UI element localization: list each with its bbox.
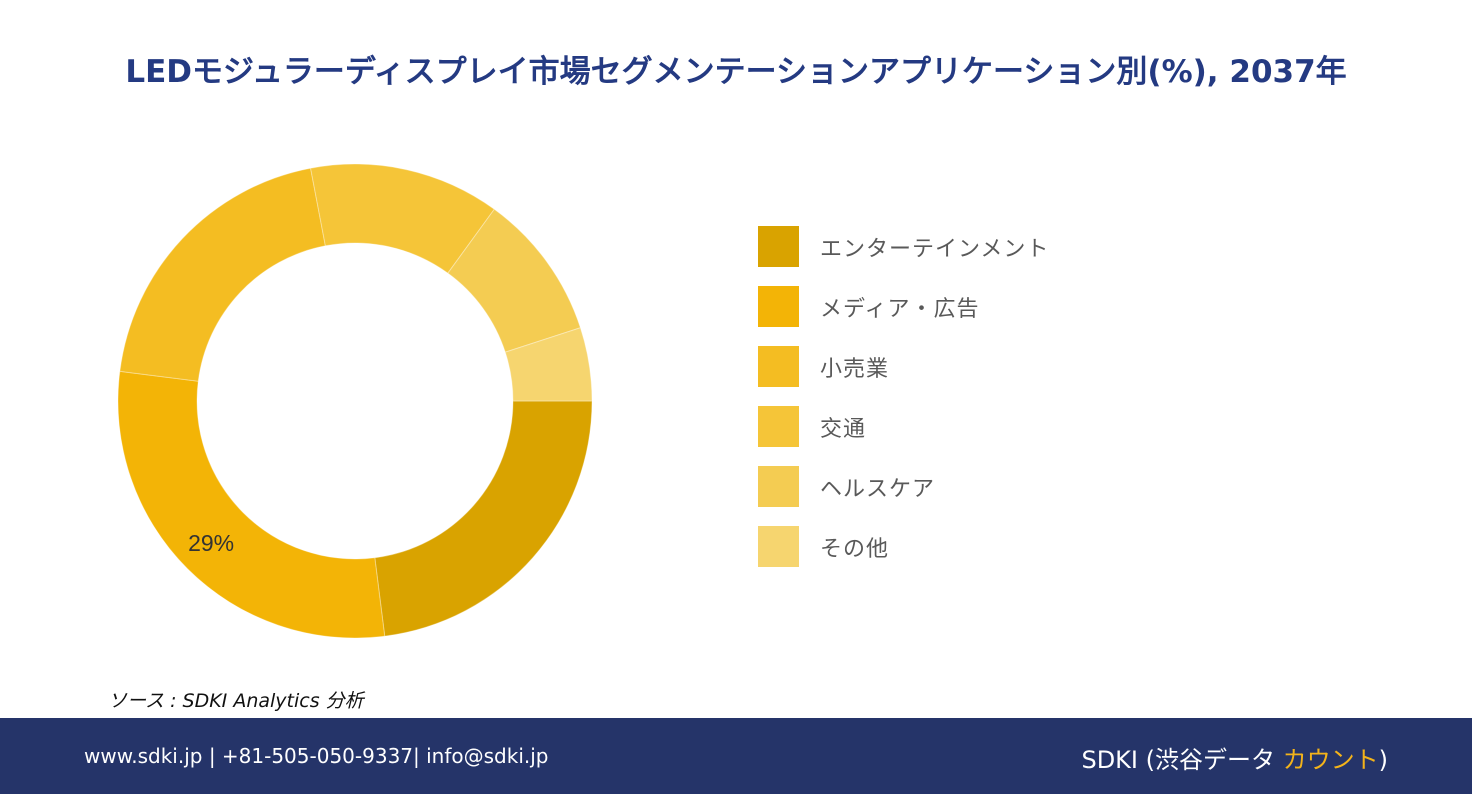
legend-item-healthcare: ヘルスケア: [758, 466, 1049, 507]
donut-slice-retail: [119, 167, 326, 382]
donut-slice-entertainment: [374, 400, 593, 637]
legend-swatch: [758, 526, 799, 567]
brand-accent: カウント: [1282, 746, 1379, 774]
legend-label: 小売業: [820, 356, 890, 382]
footer-contact: www.sdki.jp | +81-505-050-9337| info@sdk…: [84, 744, 549, 768]
legend-swatch: [758, 406, 799, 447]
legend: エンターテインメント メディア・広告 小売業 交通 ヘルスケア その他: [758, 226, 1049, 586]
source-note: ソース : SDKI Analytics 分析: [108, 690, 364, 712]
brand-prefix: SDKI (渋谷データ: [1081, 746, 1283, 774]
legend-label: メディア・広告: [820, 296, 980, 322]
legend-label: エンターテインメント: [820, 236, 1050, 262]
donut-chart: 29%: [117, 163, 593, 639]
legend-swatch: [758, 346, 799, 387]
donut-slice-healthcare: [447, 208, 582, 353]
legend-swatch: [758, 286, 799, 327]
legend-label: その他: [820, 536, 890, 562]
legend-label: ヘルスケア: [820, 476, 936, 502]
donut-slice-others: [504, 327, 593, 402]
donut-slice-transportation: [310, 163, 496, 274]
legend-item-retail: 小売業: [758, 346, 1049, 387]
legend-item-others: その他: [758, 526, 1049, 567]
legend-item-transportation: 交通: [758, 406, 1049, 447]
footer-bar: www.sdki.jp | +81-505-050-9337| info@sdk…: [0, 718, 1472, 794]
legend-label: 交通: [820, 416, 867, 442]
footer-brand: SDKI (渋谷データ カウント): [1081, 740, 1388, 775]
donut-slice-media-ads: [117, 370, 386, 639]
legend-swatch: [758, 226, 799, 267]
brand-suffix: ): [1378, 746, 1388, 774]
legend-item-media-ads: メディア・広告: [758, 286, 1049, 327]
data-label: 29%: [188, 530, 234, 556]
chart-title: LEDモジュラーディスプレイ市場セグメンテーションアプリケーション別(%), 2…: [125, 54, 1347, 90]
legend-item-entertainment: エンターテインメント: [758, 226, 1049, 267]
legend-swatch: [758, 466, 799, 507]
